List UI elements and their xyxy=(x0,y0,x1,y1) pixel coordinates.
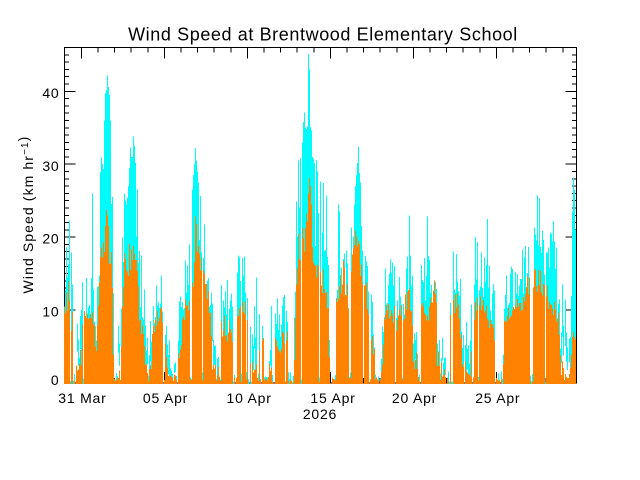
svg-text:15 Apr: 15 Apr xyxy=(310,390,355,406)
svg-text:10: 10 xyxy=(42,304,59,320)
svg-text:Wind Speed (km hr−1): Wind Speed (km hr−1) xyxy=(15,136,36,294)
svg-text:31 Mar: 31 Mar xyxy=(58,390,106,406)
svg-text:0: 0 xyxy=(51,372,60,388)
svg-text:25 Apr: 25 Apr xyxy=(475,390,520,406)
svg-text:30: 30 xyxy=(42,158,59,174)
svg-text:40: 40 xyxy=(42,85,59,101)
svg-text:20 Apr: 20 Apr xyxy=(392,390,437,406)
svg-text:2026: 2026 xyxy=(303,406,337,422)
svg-text:05 Apr: 05 Apr xyxy=(143,390,188,406)
svg-text:10 Apr: 10 Apr xyxy=(227,390,272,406)
svg-text:Wind Speed at Brentwood Elemen: Wind Speed at Brentwood Elementary Schoo… xyxy=(128,25,518,45)
svg-text:20: 20 xyxy=(42,231,59,247)
